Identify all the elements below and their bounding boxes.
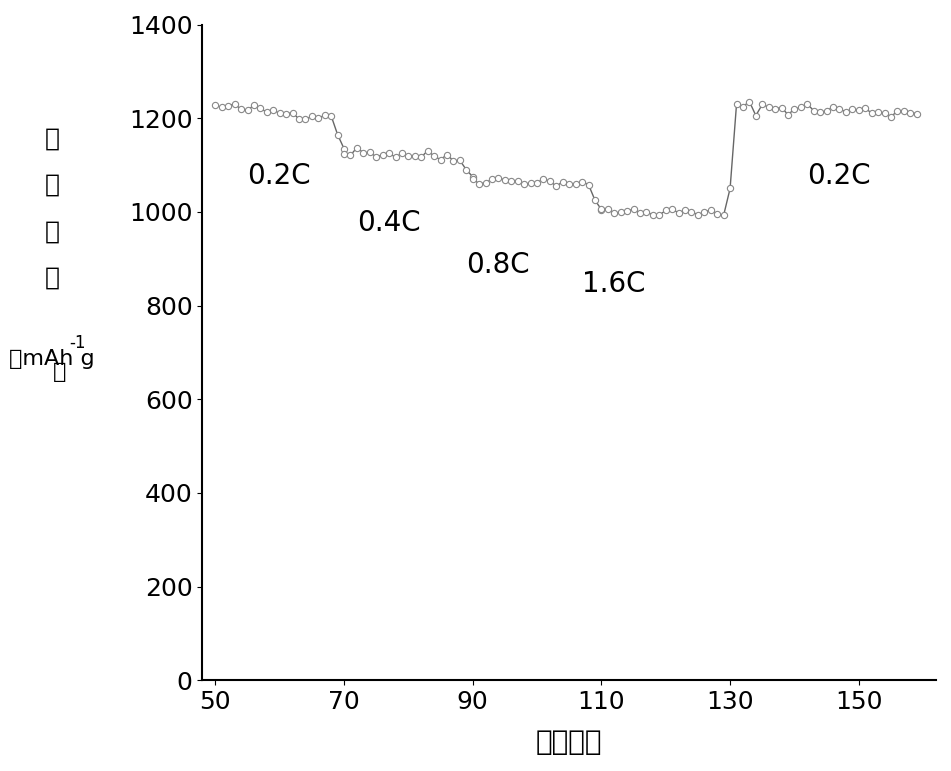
Text: ）: ） — [53, 362, 67, 382]
Text: -1: -1 — [69, 334, 87, 352]
Text: （mAh g: （mAh g — [10, 348, 95, 369]
Text: 放: 放 — [45, 126, 60, 151]
Text: 容: 容 — [45, 219, 60, 244]
Text: 0.2C: 0.2C — [247, 162, 311, 190]
Text: 电: 电 — [45, 173, 60, 197]
Text: 0.4C: 0.4C — [357, 209, 420, 237]
Text: 1.6C: 1.6C — [582, 270, 646, 298]
X-axis label: 循环次数: 循环次数 — [536, 728, 603, 756]
Text: 0.8C: 0.8C — [466, 251, 530, 279]
Text: 量: 量 — [45, 265, 60, 290]
Text: 0.2C: 0.2C — [807, 162, 871, 190]
